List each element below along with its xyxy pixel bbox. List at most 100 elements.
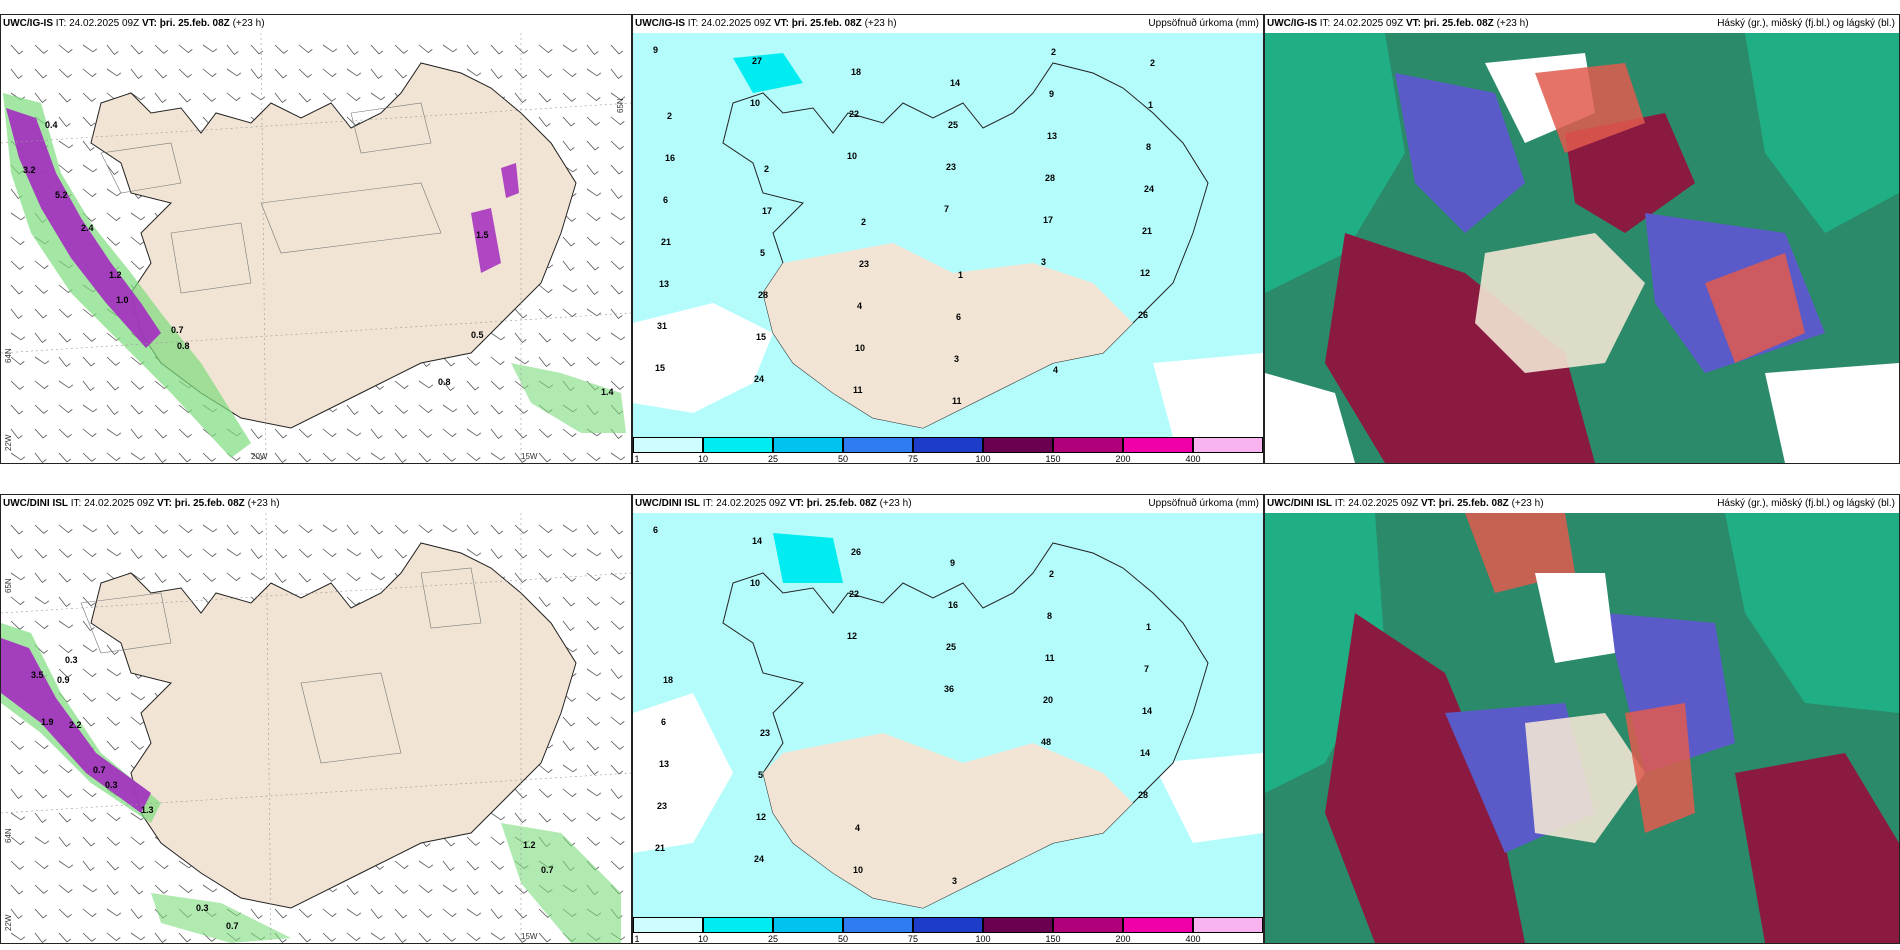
wind-barb	[226, 92, 241, 102]
wind-barb	[610, 332, 626, 341]
wind-barb	[370, 68, 383, 80]
wind-barb	[514, 788, 528, 799]
wind-barb	[514, 884, 528, 894]
wind-barb	[322, 524, 338, 533]
gust-values: 0.3 0.9 3.5 1.9 2.2 0.7 0.3 1.3 1.2 0.7 …	[31, 655, 554, 931]
wind-barb	[586, 44, 599, 56]
wind-barb	[562, 428, 577, 438]
value-label: 1.9	[41, 717, 54, 727]
precip-value: 48	[1041, 737, 1051, 747]
wind-barb	[610, 716, 625, 726]
panel-header: UWC/DINI ISL IT: 24.02.2025 09Z VT: þri.…	[3, 498, 280, 509]
colorbar-tick: 150	[1045, 934, 1061, 944]
wind-barb	[442, 884, 458, 893]
wind-barb	[106, 380, 120, 391]
precip-value: 21	[1142, 226, 1152, 236]
wind-barb	[10, 332, 26, 341]
wind-barb	[226, 548, 242, 557]
gust-values: 0.4 3.2 5.2 2.4 1.2 1.0 0.7 0.8 1.5 0.5 …	[23, 120, 614, 397]
colorbar: 1 10 25 50 75 100 150 200 400	[633, 917, 1263, 943]
wind-barb	[274, 68, 288, 79]
wind-barb	[154, 92, 167, 104]
model-name: UWC/DINI ISL	[3, 498, 68, 509]
wind-barb	[82, 596, 96, 607]
wind-barb	[154, 452, 167, 463]
precip-value: 2	[1049, 569, 1054, 579]
wind-barb	[562, 140, 575, 152]
wind-barb	[490, 428, 503, 440]
wind-barb	[34, 92, 47, 104]
precip-value: 9	[653, 45, 658, 55]
wind-barb	[130, 860, 144, 870]
value-label: 0.8	[177, 341, 190, 351]
wind-barb	[10, 740, 24, 750]
wind-barb	[202, 44, 218, 53]
wind-barb	[130, 44, 144, 55]
precip-value: 24	[754, 374, 764, 384]
wind-barb	[586, 524, 599, 536]
wind-barb	[490, 332, 506, 341]
wind-barb	[10, 452, 26, 461]
wind-barb	[418, 428, 432, 438]
wind-barb	[82, 908, 97, 918]
value-label: 2.4	[81, 223, 94, 233]
precip-value: 24	[754, 854, 764, 864]
wind-barb	[10, 908, 23, 920]
wind-barb	[154, 524, 168, 534]
valid-time: þri. 25.feb. 08Z	[174, 498, 245, 509]
wind-barb	[106, 164, 119, 176]
precip-value: 13	[1047, 131, 1057, 141]
wind-barb	[514, 332, 527, 344]
precip-value: 11	[853, 385, 863, 395]
cloud-map	[1265, 33, 1899, 463]
wind-barb	[346, 44, 359, 56]
wind-barb	[178, 884, 193, 894]
heavy-precip-nw	[773, 533, 843, 583]
wind-barb	[58, 548, 72, 558]
value-label: 0.5	[471, 330, 484, 340]
value-label: 2.2	[69, 720, 82, 730]
precip-value: 3	[952, 876, 957, 886]
wind-barb	[154, 44, 168, 54]
wind-barb	[58, 668, 72, 678]
precip-value: 31	[657, 321, 667, 331]
wind-barb	[490, 404, 504, 415]
panel-title: Uppsöfnuð úrkoma (mm)	[1148, 18, 1259, 29]
panel-title: Háský (gr.), miðský (fj.bl.) og lágský (…	[1717, 498, 1895, 509]
wind-barb	[250, 68, 263, 80]
wind-barb	[322, 932, 336, 942]
precip-value: 28	[758, 290, 768, 300]
wind-barb	[466, 836, 480, 846]
precip-value: 26	[1138, 310, 1148, 320]
colorbar-swatch	[843, 917, 913, 933]
init-time: 24.02.2025 09Z	[84, 498, 155, 509]
iceland-clear-land	[1475, 233, 1645, 373]
precip-value: 8	[1146, 142, 1151, 152]
gust-band-west	[3, 93, 251, 458]
wind-barb	[58, 788, 72, 798]
wind-barb	[10, 356, 25, 366]
panel-title: Uppsöfnuð úrkoma (mm)	[1148, 498, 1259, 509]
wind-barb	[442, 452, 456, 462]
wind-barb	[106, 236, 120, 246]
wind-barb	[346, 548, 362, 557]
wind-barb	[442, 356, 456, 367]
wind-barb	[538, 356, 551, 368]
wind-barb	[10, 860, 24, 870]
wind-barb	[586, 260, 600, 271]
wind-barb	[130, 908, 143, 920]
valid-time: þri. 25.feb. 08Z	[1438, 498, 1509, 509]
precip-value: 10	[855, 343, 865, 353]
init-time: 24.02.2025 09Z	[69, 18, 140, 29]
wind-barb	[610, 260, 624, 270]
precip-value: 15	[655, 363, 665, 373]
wind-barb	[10, 716, 25, 726]
wind-barb	[34, 356, 50, 365]
wind-barb	[298, 68, 312, 78]
precip-value: 14	[1140, 748, 1150, 758]
wind-barb	[82, 692, 96, 702]
wind-barb	[562, 620, 575, 632]
wind-barb	[226, 572, 241, 582]
wind-barb	[106, 668, 122, 677]
wind-barb	[58, 884, 73, 894]
